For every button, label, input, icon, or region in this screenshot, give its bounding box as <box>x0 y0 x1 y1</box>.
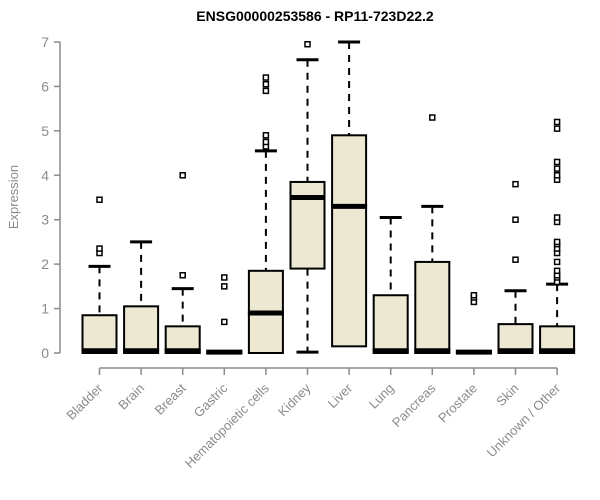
outlier-point <box>553 125 561 132</box>
outlier-point <box>262 87 270 95</box>
y-tick-label: 7 <box>41 34 49 50</box>
y-tick-label: 5 <box>41 123 49 139</box>
box-rect <box>331 134 368 348</box>
category-label: Brain <box>115 381 147 413</box>
box-rect <box>414 260 451 354</box>
y-tick-label: 4 <box>41 167 49 183</box>
y-tick-label: 6 <box>41 78 49 94</box>
chart-title: ENSG00000253586 - RP11-723D22.2 <box>196 8 434 24</box>
outlier-point <box>221 283 228 290</box>
box-rect <box>372 294 409 354</box>
category-label: Lung <box>366 381 397 412</box>
outlier-point <box>512 216 519 223</box>
outlier-point <box>262 132 270 139</box>
outlier-point <box>553 172 561 179</box>
outlier-point <box>179 172 186 179</box>
category-label: Unknown / Other <box>484 380 564 460</box>
box-rect <box>123 305 160 355</box>
outlier-point <box>179 272 186 279</box>
y-tick-label: 3 <box>41 212 49 228</box>
outlier-point <box>429 114 436 121</box>
category-label: Prostate <box>435 381 480 426</box>
category-label: Kidney <box>275 380 314 419</box>
outlier-point <box>553 118 561 126</box>
outlier-point <box>96 245 103 252</box>
category-label: Gastric <box>191 380 231 420</box>
outlier-point <box>262 74 270 81</box>
outlier-point <box>553 165 561 172</box>
outlier-point <box>553 214 561 221</box>
y-tick-label: 0 <box>41 345 49 361</box>
box-rect <box>81 314 118 355</box>
category-label: Liver <box>325 380 356 411</box>
category-label: Skin <box>493 381 521 409</box>
box-rect <box>289 180 326 270</box>
outlier-point <box>221 318 228 326</box>
y-tick-label: 1 <box>41 301 49 317</box>
outlier-point <box>553 158 561 166</box>
outlier-point <box>553 258 561 266</box>
outlier-point <box>512 180 519 188</box>
outlier-point <box>512 256 519 263</box>
outlier-point <box>262 80 270 88</box>
outlier-point <box>221 274 228 281</box>
category-label: Breast <box>152 380 189 417</box>
outlier-point <box>553 238 561 246</box>
outlier-point <box>262 138 270 146</box>
outlier-point <box>553 267 561 275</box>
y-tick-label: 2 <box>41 256 49 272</box>
outlier-point <box>96 196 103 203</box>
outlier-point <box>470 291 478 299</box>
category-label: Bladder <box>63 380 106 423</box>
category-label: Pancreas <box>389 380 439 430</box>
outlier-point <box>304 40 311 48</box>
